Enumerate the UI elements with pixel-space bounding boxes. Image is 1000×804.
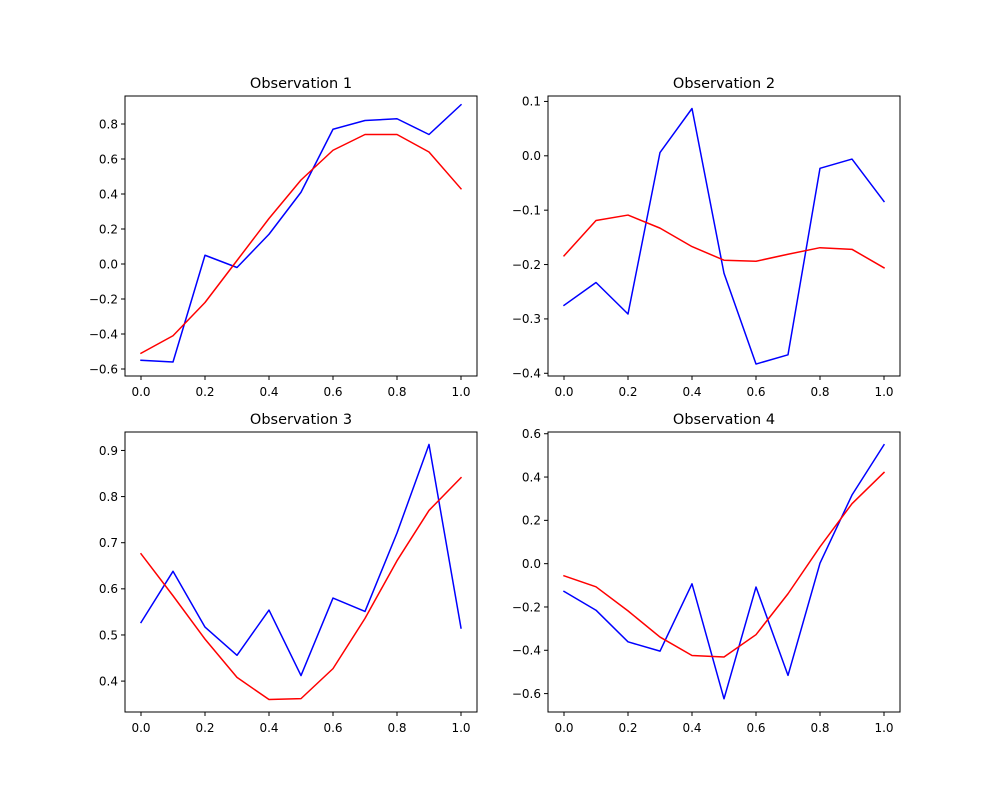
y-tick-label: 0.1 [522,95,541,109]
axes-frame [547,431,901,713]
x-tick-label: 0.4 [682,385,701,399]
x-tick-label: 0.6 [323,385,342,399]
series-line-3-1 [139,443,462,677]
x-tick-label: 0.6 [323,721,342,735]
y-tick-label: 0.6 [522,427,541,441]
y-tick-label: −0.6 [512,687,541,701]
x-tick-label: 0.6 [746,721,765,735]
series-line-3-2 [139,476,463,701]
x-tick-label: 0.4 [259,721,278,735]
subplot-title: Observation 1 [250,76,352,92]
y-tick-label: 0.4 [522,470,541,484]
y-tick-label: 0.8 [99,490,118,504]
x-tick-label: 0.0 [554,385,573,399]
x-tick-label: 0.0 [554,721,573,735]
series-line-1-1 [140,103,463,363]
subplot-3: 0.0 0.2 0.4 0.6 0.8 1.0 0.4 0.5 0.6 0.7 0.8 0.9 Obse… [99,412,478,735]
y-tick-label: −0.4 [512,367,541,381]
y-tick-label: −0.3 [512,312,541,326]
y-tick-label: 0.6 [99,582,118,596]
x-tick-label: 1.0 [451,721,470,735]
series-line-4-2 [563,471,886,658]
x-tick-label: 0.8 [810,721,829,735]
subplot-1: 0.0 0.2 0.4 0.6 0.8 1.0 −0.6 −0.4 −0.2 0.0 0.2 0.4 0… [89,76,478,399]
y-tick-label: 0.9 [99,444,118,458]
y-tick-label: 0.4 [99,187,118,201]
y-tick-label: −0.4 [512,644,541,658]
subplot-title: Observation 2 [673,76,775,92]
x-tick-label: 1.0 [874,385,893,399]
x-tick-label: 0.2 [618,721,637,735]
series-line-1-2 [139,133,463,355]
x-tick-label: 1.0 [451,385,470,399]
subplot-title: Observation 3 [250,412,352,428]
y-tick-label: −0.2 [512,258,541,272]
y-tick-label: −0.1 [512,203,541,217]
y-tick-label: −0.2 [89,292,118,306]
y-tick-label: 0.7 [99,536,118,550]
y-tick-label: −0.4 [89,327,118,341]
y-tick-label: 0.8 [99,117,118,131]
x-tick-label: 0.2 [618,385,637,399]
x-tick-label: 0.0 [131,385,150,399]
x-tick-label: 1.0 [874,721,893,735]
y-tick-label: 0.0 [522,557,541,571]
y-tick-label: 0.5 [99,628,118,642]
x-tick-label: 0.2 [195,385,214,399]
y-tick-label: −0.6 [89,362,118,376]
x-tick-label: 0.8 [387,721,406,735]
x-tick-label: 0.4 [259,385,278,399]
y-tick-label: 0.0 [99,257,118,271]
x-tick-label: 0.4 [682,721,701,735]
y-tick-label: 0.6 [99,152,118,166]
subplot-title: Observation 4 [673,412,775,428]
x-tick-label: 0.0 [131,721,150,735]
y-tick-label: 0.2 [99,222,118,236]
series-line-4-1 [562,443,886,700]
axes-frame [547,95,901,377]
subplot-2: 0.0 0.2 0.4 0.6 0.8 1.0 −0.4 −0.3 −0.2 −0.1 0.0 0.1… [512,76,901,399]
axes-frame [124,431,478,713]
x-tick-label: 0.8 [810,385,829,399]
y-tick-label: 0.2 [522,514,541,528]
subplot-4: 0.0 0.2 0.4 0.6 0.8 1.0 −0.6 −0.4 −0.2 0.0 0.2 0.4 0… [512,412,901,735]
x-tick-label: 0.2 [195,721,214,735]
series-line-2-2 [562,214,886,269]
y-tick-label: −0.2 [512,600,541,614]
axes-frame [124,95,478,377]
x-tick-label: 0.6 [746,385,765,399]
y-tick-label: 0.4 [99,674,118,688]
x-tick-label: 0.8 [387,385,406,399]
series-line-2-1 [562,107,886,365]
y-tick-label: 0.0 [522,149,541,163]
